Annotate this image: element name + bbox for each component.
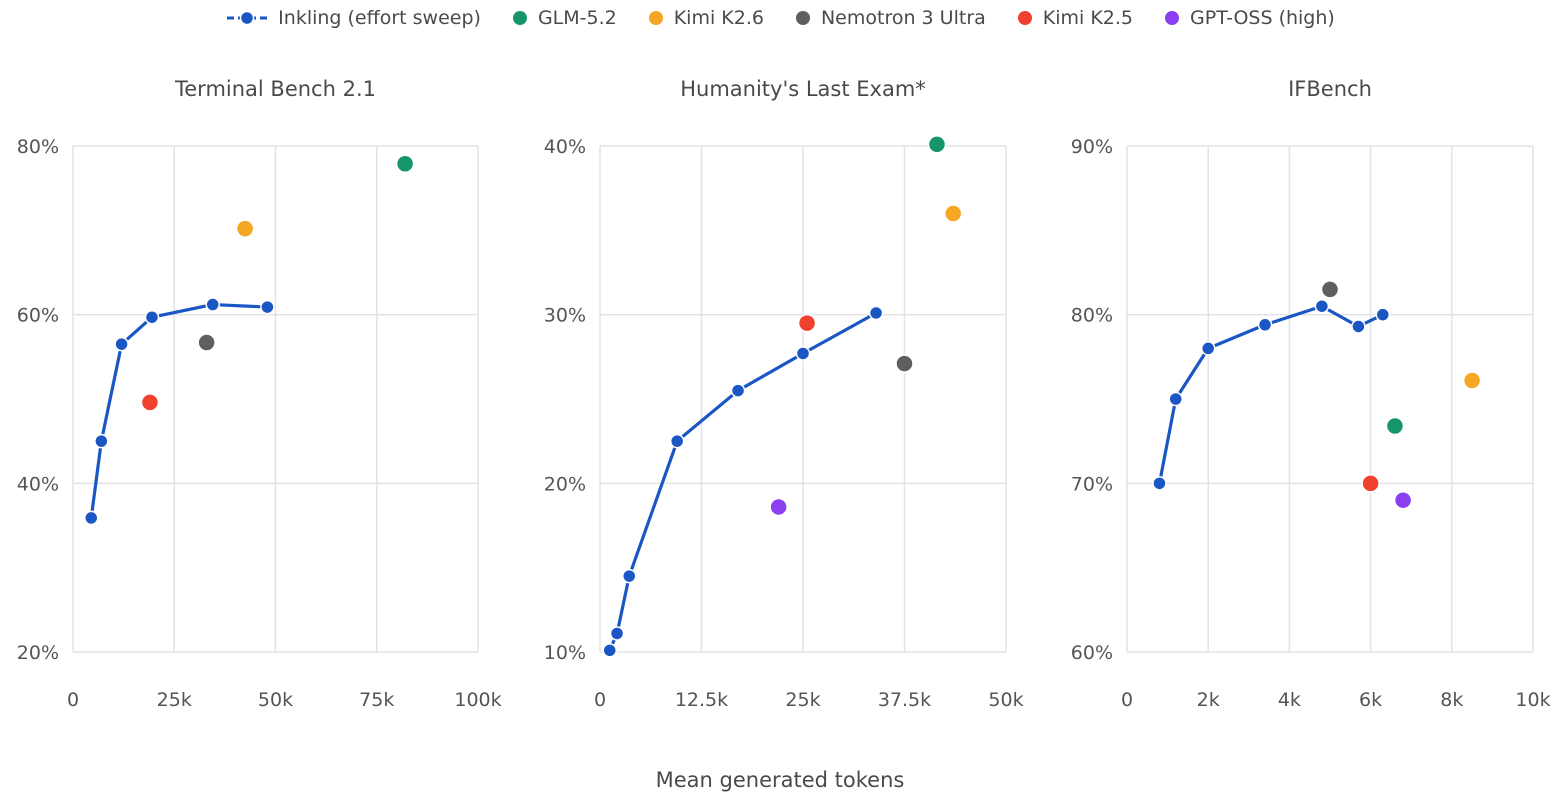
sweep-point [1351, 319, 1366, 334]
model-point [1462, 371, 1482, 390]
y-tick-label: 20% [17, 642, 59, 664]
x-tick-label: 4k [1278, 689, 1301, 711]
x-tick-label: 6k [1359, 689, 1382, 711]
x-tick-label: 25k [157, 689, 192, 711]
legend-item: Kimi K2.5 [1016, 7, 1133, 29]
chart-title: Humanity's Last Exam* [680, 77, 926, 101]
sweep-point [1152, 476, 1167, 491]
legend-item: GLM-5.2 [511, 7, 617, 29]
model-point [1361, 474, 1380, 493]
y-tick-label: 40% [17, 473, 59, 495]
x-tick-label: 75k [359, 689, 394, 711]
model-point [1320, 280, 1340, 299]
model-point [1393, 490, 1413, 510]
model-point [797, 313, 817, 333]
legend-dot-marker [795, 11, 810, 25]
x-tick-label: 25k [785, 689, 820, 711]
x-tick-label: 0 [1121, 689, 1133, 711]
sweep-point [1200, 341, 1216, 356]
legend-item: Nemotron 3 Ultra [794, 7, 986, 29]
sweep-point [260, 299, 275, 315]
chart-panel: Humanity's Last Exam* 0 12.5k 25k 37.5k 50k 10… [544, 77, 1024, 711]
y-tick-label: 10% [544, 642, 586, 664]
x-tick-label: 0 [594, 689, 606, 711]
chart-title: Terminal Bench 2.1 [174, 77, 376, 101]
sweep-point [621, 568, 637, 584]
x-tick-label: 37.5k [878, 689, 931, 711]
sweep-point [795, 346, 811, 361]
legend-dot-marker [1017, 11, 1032, 25]
legend-line-marker [227, 10, 268, 26]
legend-label: GPT-OSS (high) [1190, 7, 1335, 29]
y-tick-label: 30% [544, 305, 586, 327]
sweep-point [609, 626, 625, 641]
sweep-point [1314, 298, 1330, 314]
legend-label: Inkling (effort sweep) [278, 7, 481, 29]
y-tick-label: 60% [17, 305, 59, 327]
x-tick-label: 50k [988, 689, 1023, 711]
legend-dot-marker [1165, 11, 1180, 25]
sweep-point [602, 643, 617, 658]
y-tick-label: 60% [1071, 642, 1113, 664]
x-tick-label: 12.5k [675, 689, 728, 711]
x-tick-label: 8k [1440, 689, 1463, 711]
x-tick-label: 100k [454, 689, 501, 711]
sweep-point [1168, 391, 1183, 407]
model-point [235, 219, 255, 238]
model-point [140, 393, 160, 412]
model-point [395, 154, 415, 173]
chart-panel: IFBench 0 2k 4k 6k 8k 10k 60% 70% 80% 90% [1071, 77, 1551, 711]
sweep-point [1375, 307, 1391, 322]
model-point [927, 135, 947, 154]
sweep-point [669, 433, 685, 449]
y-tick-label: 80% [1071, 305, 1113, 327]
legend-label: Nemotron 3 Ultra [820, 7, 986, 29]
y-tick-label: 40% [544, 136, 586, 158]
model-point [197, 333, 216, 352]
sweep-line [608, 311, 877, 651]
x-tick-label: 50k [258, 689, 293, 711]
legend-label: GLM-5.2 [537, 7, 617, 29]
sweep-point [205, 297, 220, 312]
model-point [943, 204, 963, 223]
sweep-point [730, 383, 746, 398]
charts-area: Terminal Bench 2.1 0 25k 50k 75k 100k 20% 40% 60… [17, 77, 1551, 711]
legend-item: Inkling (effort sweep) [225, 7, 481, 29]
legend-label: Kimi K2.6 [673, 7, 764, 29]
legend-label: Kimi K2.5 [1042, 7, 1134, 29]
sweep-point [1257, 317, 1273, 333]
model-point [769, 497, 788, 517]
y-tick-label: 80% [17, 136, 59, 158]
chart-panel: Terminal Bench 2.1 0 25k 50k 75k 100k 20% 40% 60… [17, 77, 502, 711]
legend-dot-marker [648, 11, 663, 25]
chart-title: IFBench [1288, 77, 1372, 101]
model-point [895, 354, 914, 373]
model-point [1385, 416, 1405, 436]
legend: Inkling (effort sweep) GLM-5.2 Kimi K2.6 Ne… [0, 0, 1560, 36]
legend-dot-marker [512, 11, 527, 25]
y-tick-label: 20% [544, 473, 586, 495]
sweep-line [1157, 304, 1384, 484]
sweep-line [89, 302, 268, 519]
x-axis-caption: Mean generated tokens [655, 768, 905, 792]
y-tick-label: 90% [1071, 136, 1113, 158]
sweep-point [868, 305, 884, 321]
y-tick-label: 70% [1071, 473, 1113, 495]
sweep-point [94, 433, 109, 449]
sweep-point [83, 510, 99, 526]
x-tick-label: 2k [1197, 689, 1220, 711]
sweep-point [144, 309, 160, 325]
legend-item: GPT-OSS (high) [1163, 7, 1335, 29]
sweep-point [114, 336, 129, 352]
x-tick-label: 10k [1515, 689, 1550, 711]
x-tick-label: 0 [67, 689, 79, 711]
legend-item: Kimi K2.6 [647, 7, 764, 29]
